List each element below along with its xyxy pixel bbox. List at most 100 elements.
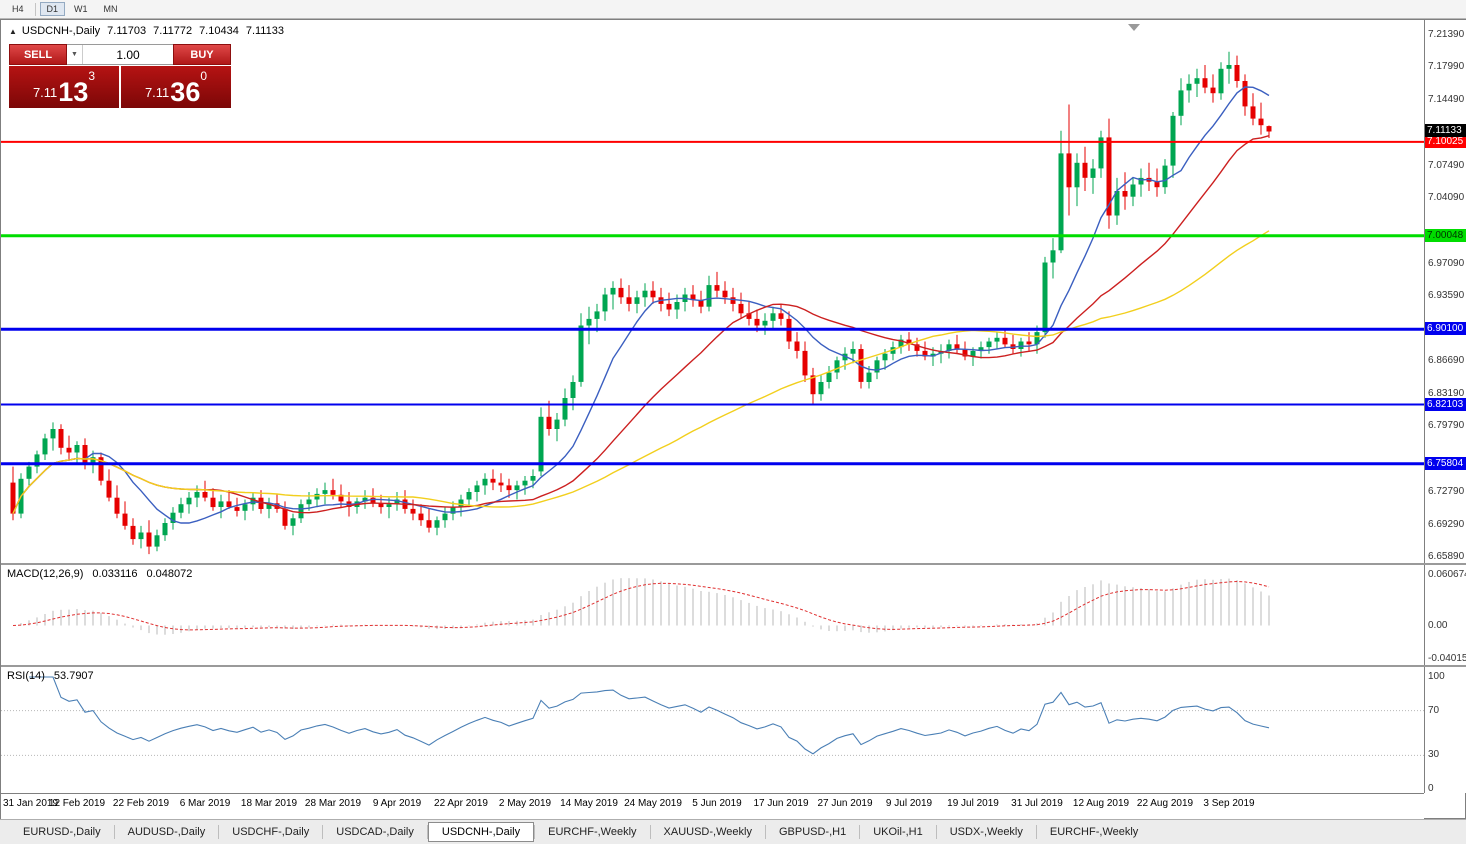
candle: [602, 287, 608, 321]
timeframe-button-d1[interactable]: D1: [39, 2, 66, 16]
chart-tab-usdchf-daily[interactable]: USDCHF-,Daily: [232, 826, 310, 838]
ma-line-50: [12, 230, 1270, 514]
price-level-box: 6.90100: [1425, 322, 1466, 335]
ohlc-open: 7.11703: [107, 25, 147, 37]
candle: [290, 513, 296, 536]
chart-tab-eurusd-daily[interactable]: EURUSD-,Daily: [23, 826, 101, 838]
volume-dropdown-icon[interactable]: ▼: [67, 45, 83, 64]
candle: [738, 292, 744, 319]
price-tick-label: 7.07490: [1428, 160, 1465, 171]
candle: [122, 501, 128, 530]
price-axis[interactable]: 7.21390 7.17990 7.14490 7.07490 7.04090 6.970…: [1424, 20, 1466, 794]
timeframe-button-h4[interactable]: H4: [12, 4, 24, 14]
chart-canvas[interactable]: [1, 20, 1424, 793]
time-axis[interactable]: 31 Jan 2019 12 Feb 2019 22 Feb 2019 6 Mar 2…: [1, 793, 1424, 820]
candle: [954, 334, 960, 354]
tab-separator: [322, 825, 324, 839]
candle: [490, 469, 496, 491]
candle: [1186, 74, 1192, 103]
chart-symbol-label: USDCNH-,Daily: [21, 25, 101, 37]
macd-label: MACD(12,26,9) 0.033116 0.048072: [7, 568, 201, 580]
chart-tab-gbpusd-h1[interactable]: GBPUSD-,H1: [778, 826, 847, 838]
chart-tab-xauusd-weekly[interactable]: XAUUSD-,Weekly: [663, 826, 752, 838]
candle: [186, 492, 192, 514]
date-tick-label: 18 Mar 2019: [240, 798, 298, 809]
candle: [1114, 177, 1120, 225]
timeframe-toolbar: H4 D1 W1 MN: [0, 0, 1466, 19]
tab-separator: [649, 825, 651, 839]
tab-separator: [113, 825, 115, 839]
chart-tab-eurchf-weekly[interactable]: EURCHF-,Weekly: [1049, 826, 1139, 838]
buy-button[interactable]: BUY: [173, 44, 231, 65]
volume-field[interactable]: ▼ 1.00: [67, 44, 173, 65]
price-tick-label: 7.17990: [1428, 61, 1465, 72]
timeframe-button-mn[interactable]: MN: [103, 4, 118, 14]
candle: [554, 413, 560, 442]
candle: [434, 516, 440, 536]
bid-price[interactable]: 7.11 13 3: [9, 66, 119, 108]
date-tick-label: 22 Aug 2019: [1136, 798, 1194, 809]
chart-shift-marker[interactable]: [1128, 24, 1140, 31]
candle: [426, 508, 432, 533]
candle: [178, 497, 184, 519]
candle: [1090, 159, 1096, 194]
candle: [1146, 162, 1152, 191]
candle: [1082, 146, 1088, 191]
date-tick-label: 28 Mar 2019: [304, 798, 362, 809]
candle: [594, 303, 600, 333]
chart-tab-audusd-daily[interactable]: AUDUSD-,Daily: [127, 826, 206, 838]
candle: [1234, 55, 1240, 88]
candle: [354, 497, 360, 514]
chart-tab-eurchf-weekly[interactable]: EURCHF-,Weekly: [548, 826, 637, 838]
date-tick-label: 9 Jul 2019: [885, 798, 933, 809]
chart-tab-ukoil-h1[interactable]: UKOil-,H1: [873, 826, 923, 838]
candle: [226, 490, 232, 509]
date-tick-label: 22 Apr 2019: [434, 798, 488, 809]
sell-button[interactable]: SELL: [9, 44, 67, 65]
candle: [898, 334, 904, 354]
candle: [1050, 238, 1056, 279]
candle: [458, 494, 464, 517]
rsi-line: [29, 676, 1270, 755]
candle: [714, 271, 720, 298]
tab-separator: [218, 825, 220, 839]
chart-tab-usdcnh-daily[interactable]: USDCNH-,Daily: [427, 822, 535, 842]
candle: [538, 407, 544, 476]
volume-value[interactable]: 1.00: [116, 47, 140, 62]
candle: [266, 497, 272, 519]
ask-price[interactable]: 7.11 36 0: [121, 66, 231, 108]
candle: [26, 461, 32, 486]
candle: [202, 480, 208, 502]
chart-tab-usdx-weekly[interactable]: USDX-,Weekly: [949, 826, 1023, 838]
date-tick-label: 31 Jan 2019: [3, 798, 59, 809]
candle: [682, 287, 688, 312]
chart-tab-usdcad-daily[interactable]: USDCAD-,Daily: [336, 826, 414, 838]
chart-title: ▲ USDCNH-,Daily 7.11703 7.11772 7.10434 7.111…: [9, 25, 284, 37]
candle: [994, 332, 1000, 349]
candle: [498, 473, 504, 492]
candle: [386, 497, 392, 519]
date-tick-label: 12 Aug 2019: [1072, 798, 1130, 809]
timeframe-button-w1[interactable]: W1: [74, 4, 88, 14]
candle: [1026, 332, 1032, 351]
candle: [778, 303, 784, 326]
candle: [10, 466, 16, 521]
panel-divider[interactable]: [1, 563, 1466, 565]
macd-value: 0.033116: [92, 568, 138, 580]
candle: [706, 275, 712, 312]
date-tick-label: 22 Feb 2019: [112, 798, 170, 809]
price-level-box: 6.82103: [1425, 398, 1466, 411]
price-tick-label: 6.79790: [1428, 420, 1465, 431]
macd-signal-line: [12, 580, 1270, 631]
date-tick-label: 2 May 2019: [498, 798, 552, 809]
price-level-box: 6.75804: [1425, 457, 1466, 470]
panel-divider[interactable]: [1, 665, 1466, 667]
candle: [826, 366, 832, 389]
tab-separator: [935, 825, 937, 839]
ma-line-25: [12, 135, 1270, 514]
candle: [1162, 159, 1168, 194]
date-tick-label: 6 Mar 2019: [179, 798, 231, 809]
price-tick-label: 6.97090: [1428, 258, 1465, 269]
collapse-trade-panel-icon[interactable]: ▲: [9, 27, 17, 36]
candle: [802, 341, 808, 382]
